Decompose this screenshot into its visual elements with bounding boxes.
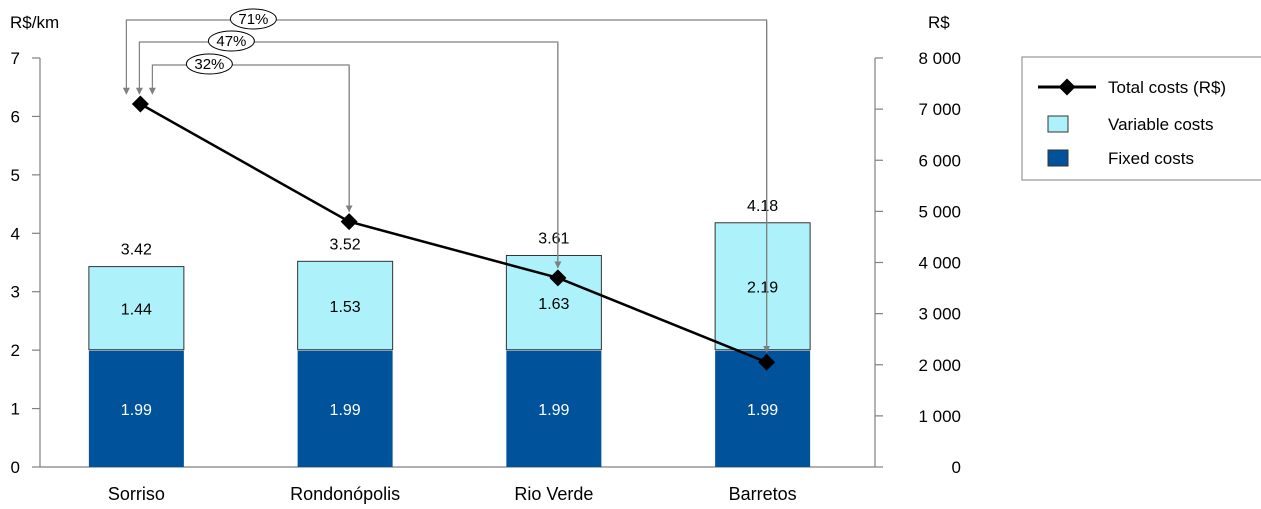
y-left-tick-label: 2 [11,341,20,360]
y-left-tick-label: 0 [11,458,20,477]
y-right-tick-label: 8 000 [918,49,961,68]
bar-fixed-costs [715,350,811,467]
percent-label: 47% [216,33,246,50]
total-costs-marker [340,213,358,231]
category-label: Rio Verde [514,484,593,504]
percent-bubble [185,53,233,75]
y-right-tick-label: 6 000 [918,151,961,170]
bar-label-variable-costs: 1.53 [330,299,361,316]
y-left-tick-label: 3 [11,283,20,302]
total-costs-marker [758,353,776,371]
percent-label: 32% [194,56,224,73]
y-right-tick-label: 7 000 [918,100,961,119]
legend-label-total-costs: Total costs (R$) [1108,78,1226,97]
category-label: Barretos [729,484,797,504]
bar-total-label: 3.42 [121,242,152,259]
y-right-tick-label: 4 000 [918,254,961,273]
bar-label-variable-costs: 2.19 [747,280,778,297]
comparison-connectors: 32% 47% 71% [122,8,771,353]
bar-fixed-costs [88,350,184,467]
y-right-tick-label: 5 000 [918,202,961,221]
category-label: Rondonópolis [290,484,400,504]
bar-variable-costs [505,254,602,351]
y-left-tick-label: 7 [11,49,20,68]
bar-variable-costs [88,266,185,351]
y-left-ticks: 0 1 2 3 4 5 6 7 [11,49,40,477]
y-right-tick-label: 2 000 [918,356,961,375]
legend-swatch-variable-costs [1047,115,1069,133]
legend-label-fixed-costs: Fixed costs [1108,149,1194,168]
bar-label-fixed-costs: 1.99 [330,402,361,419]
legend-swatch-fixed-costs [1047,149,1069,167]
category-labels: Sorriso Rondonópolis Rio Verde Barretos [108,484,797,504]
y-left-axis-label: R$/km [10,13,59,32]
y-right-tick-label: 3 000 [918,305,961,324]
bar-label-fixed-costs: 1.99 [747,402,778,419]
bar-total-label: 3.52 [330,236,361,253]
percent-bubble [207,30,255,52]
total-costs-marker [549,269,567,287]
bar-variable-costs [714,222,811,351]
bar-fixed-costs [506,350,602,467]
percent-label: 71% [238,11,268,28]
bar-label-variable-costs: 1.44 [121,302,152,319]
y-right-axis-label: R$ [928,13,950,32]
y-left-tick-label: 5 [11,166,20,185]
bar-fixed-costs [297,350,393,467]
y-right-tick-label: 0 [952,458,961,477]
legend-label-variable-costs: Variable costs [1108,115,1214,134]
y-left-tick-label: 6 [11,107,20,126]
total-costs-line-series [131,95,776,371]
bar-total-label: 3.61 [538,230,569,247]
bar-variable-costs [297,260,394,351]
bar-total-label: 4.18 [747,198,778,215]
y-right-ticks: 0 1 000 2 000 3 000 4 000 5 000 6 000 7 000 8 00… [875,49,961,477]
legend: Total costs (R$) Variable costs Fixed co… [1021,56,1261,181]
connector-path-1 [148,64,350,212]
y-left-tick-label: 4 [11,224,20,243]
total-costs-marker [131,95,149,113]
percent-bubble [229,8,277,30]
bar-label-fixed-costs: 1.99 [121,402,152,419]
bar-group: 1.99 1.44 3.42 1.99 1.53 3.52 1.99 1.63 3.61 1.99… [88,198,811,467]
y-right-tick-label: 1 000 [918,407,961,426]
total-costs-line [139,102,768,364]
category-label: Sorriso [108,484,165,504]
bar-label-variable-costs: 1.63 [538,296,569,313]
bar-label-fixed-costs: 1.99 [538,402,569,419]
y-left-tick-label: 1 [11,400,20,419]
